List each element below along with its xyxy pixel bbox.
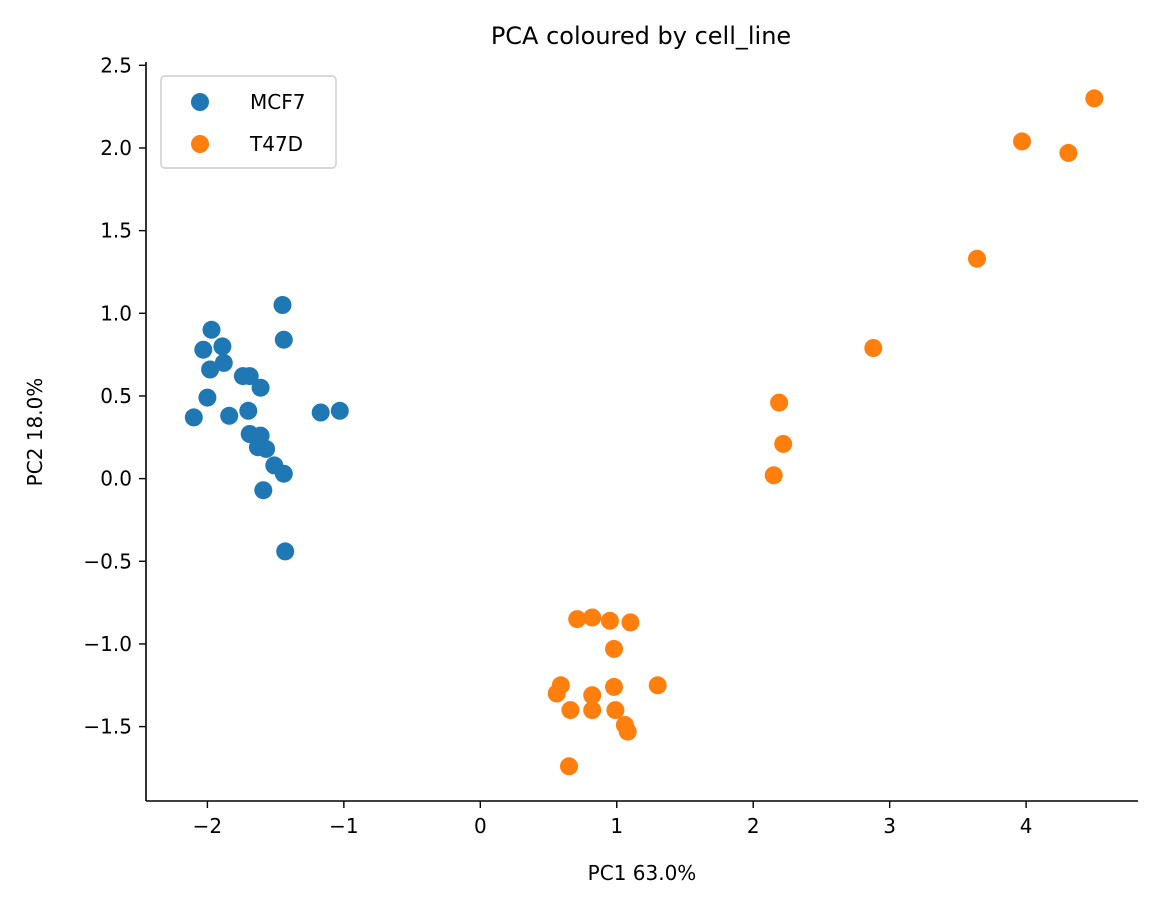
y-axis-label: PC2 18.0% <box>23 378 47 487</box>
x-tick-label: 3 <box>883 814 896 838</box>
chart-title: PCA coloured by cell_line <box>491 22 791 50</box>
point-t47d-2 <box>600 611 619 630</box>
legend: MCF7 T47D <box>160 75 337 169</box>
x-tick-label: 2 <box>747 814 760 838</box>
point-t47d-19 <box>864 339 883 357</box>
y-tick-label: 2.5 <box>100 53 132 77</box>
point-mcf7-22 <box>311 403 330 422</box>
point-t47d-17 <box>774 434 793 453</box>
point-mcf7-9 <box>240 367 259 386</box>
point-mcf7-0 <box>184 408 203 427</box>
point-t47d-0 <box>568 610 587 629</box>
point-mcf7-18 <box>274 330 293 349</box>
point-t47d-18 <box>770 393 789 412</box>
y-tick-label: 1.5 <box>100 219 132 243</box>
point-mcf7-6 <box>214 353 233 372</box>
point-mcf7-17 <box>273 296 292 314</box>
point-t47d-8 <box>583 686 602 705</box>
point-mcf7-14 <box>251 378 270 397</box>
point-mcf7-19 <box>274 464 293 483</box>
point-t47d-20 <box>968 249 986 268</box>
point-t47d-13 <box>618 722 637 741</box>
point-t47d-16 <box>764 466 783 485</box>
point-t47d-23 <box>1085 89 1104 108</box>
point-t47d-7 <box>561 701 580 720</box>
point-t47d-22 <box>1059 143 1078 162</box>
y-tick-label: 0.0 <box>100 467 132 491</box>
points-layer <box>184 89 1104 776</box>
x-tick-label: −2 <box>193 814 222 838</box>
x-axis-label: PC1 63.0% <box>588 861 697 885</box>
x-tick-label: 4 <box>1020 814 1033 838</box>
x-axis-ticks: −2 −1 0 1 2 3 4 <box>193 801 1033 838</box>
point-t47d-1 <box>583 608 602 627</box>
y-tick-label: −1.0 <box>83 632 132 656</box>
point-mcf7-10 <box>239 401 258 420</box>
point-mcf7-2 <box>198 388 217 407</box>
point-mcf7-21 <box>276 542 295 561</box>
legend-label-mcf7: MCF7 <box>250 90 305 114</box>
x-tick-label: −1 <box>329 814 358 838</box>
point-t47d-15 <box>560 757 578 776</box>
legend-box <box>160 75 337 169</box>
point-t47d-10 <box>605 677 623 696</box>
point-t47d-14 <box>648 676 667 695</box>
legend-marker-mcf7 <box>191 93 209 111</box>
point-t47d-3 <box>621 613 640 632</box>
point-mcf7-15 <box>257 439 276 458</box>
y-tick-label: 1.0 <box>100 301 132 325</box>
legend-marker-t47d <box>191 135 209 153</box>
point-mcf7-20 <box>254 481 273 500</box>
y-tick-label: −0.5 <box>83 549 132 573</box>
x-tick-label: 0 <box>474 814 487 838</box>
y-tick-label: 2.0 <box>100 136 132 160</box>
y-tick-label: −1.5 <box>83 715 132 739</box>
legend-label-t47d: T47D <box>249 132 303 156</box>
point-mcf7-3 <box>201 360 220 379</box>
point-mcf7-1 <box>194 340 213 359</box>
point-t47d-11 <box>606 701 625 720</box>
point-t47d-6 <box>551 676 570 695</box>
point-t47d-4 <box>605 639 623 658</box>
point-t47d-21 <box>1013 132 1031 151</box>
y-axis-ticks: −1.5 −1.0 −0.5 0.0 0.5 1.0 1.5 2.0 2.5 <box>83 53 146 739</box>
point-t47d-9 <box>583 701 602 720</box>
x-tick-label: 1 <box>610 814 623 838</box>
y-tick-label: 0.5 <box>100 384 132 408</box>
point-mcf7-5 <box>213 337 232 356</box>
point-mcf7-23 <box>330 401 349 420</box>
point-mcf7-4 <box>202 320 221 339</box>
point-mcf7-7 <box>220 406 239 425</box>
